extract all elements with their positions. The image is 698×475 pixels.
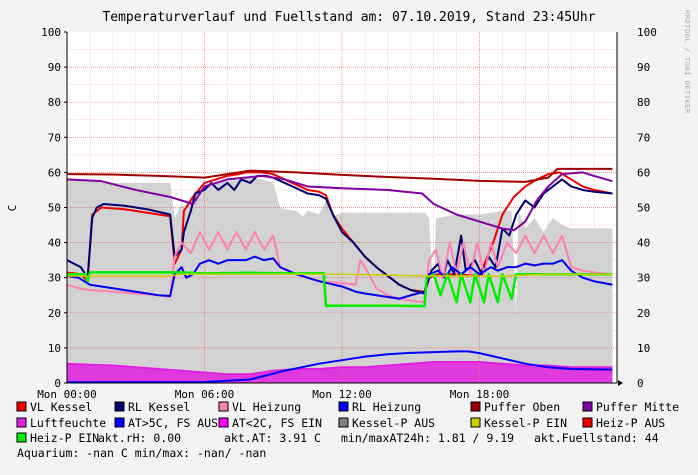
series-rl-kessel [66, 174, 613, 295]
legend-label-rl-kessel: RL Kessel [128, 400, 190, 414]
legend-swatch-heiz-p-ein [16, 432, 27, 443]
legend-label-rl-heizung: RL Heizung [352, 400, 421, 414]
status-outside-temp: akt.AT: 3.91 C [224, 431, 321, 445]
y-tick-label-right: 40 [637, 237, 650, 250]
legend-label-vl-kessel: VL Kessel [30, 400, 92, 414]
legend-swatch-vl-kessel [16, 401, 27, 412]
legend-swatch-kessel-p-aus [338, 417, 349, 428]
legend-swatch-rl-kessel [114, 401, 125, 412]
y-tick-label-right: 20 [637, 307, 650, 320]
y-tick-label-right: 50 [637, 202, 650, 215]
status-humidity: akt.rH: 0.00 [98, 431, 181, 445]
y-tick-label-left: 100 [41, 26, 61, 39]
y-tick-label-left: 30 [48, 272, 61, 285]
series-vl-heizung [66, 231, 613, 304]
legend-swatch-luftfeuchte [16, 417, 27, 428]
x-tick-label: Mon 12:00 [312, 388, 372, 401]
y-tick-label-right: 90 [637, 61, 650, 74]
y-tick-label-left: 0 [54, 377, 61, 390]
series-outside-temp [66, 350, 613, 384]
y-tick-label-left: 40 [48, 237, 61, 250]
legend-label-at-5c-fs-aus: AT>5C, FS AUS [128, 416, 218, 430]
y-axis-label: C [6, 205, 19, 212]
humidity-line [66, 360, 613, 376]
legend: VL Kessel RL Kessel VL Heizung RL Heizung Pu… [16, 400, 679, 445]
x-tick-label: Mon 00:00 [37, 388, 97, 401]
legend-label-luftfeuchte: Luftfeuchte [30, 416, 106, 430]
legend-label-at-2c-fs-ein: AT<2C, FS EIN [232, 416, 322, 430]
series-rl-heizung [66, 255, 613, 300]
legend-swatch-vl-heizung [218, 401, 229, 412]
legend-label-kessel-p-ein: Kessel-P EIN [484, 416, 567, 430]
y-tick-label-left: 60 [48, 166, 61, 179]
status-minmax-at: min/maxAT24h: 1.81 / 9.19 [341, 431, 514, 445]
legend-label-heiz-p-ein: Heiz-P EIN [30, 431, 99, 445]
legend-label-heiz-p-aus: Heiz-P AUS [596, 416, 665, 430]
y-tick-label-right: 60 [637, 166, 650, 179]
y-tick-label-left: 10 [48, 342, 61, 355]
series-puffer-oben [66, 167, 613, 183]
humidity-area [67, 361, 613, 383]
legend-swatch-heiz-p-aus [582, 417, 593, 428]
legend-swatch-at-5c-fs-aus [114, 417, 125, 428]
y-tick-label-right: 30 [637, 272, 650, 285]
chart-title: Temperaturverlauf und Fuellstand am: 07.… [102, 10, 595, 25]
y-tick-label-right: 100 [637, 26, 657, 39]
y-tick-label-left: 50 [48, 202, 61, 215]
x-tick-label: Mon 06:00 [175, 388, 235, 401]
x-tick-label: Mon 18:00 [450, 388, 510, 401]
legend-swatch-rl-heizung [338, 401, 349, 412]
legend-swatch-puffer-oben [470, 401, 481, 412]
series-heiz-p-ein [67, 271, 613, 308]
kessel-area-fill [67, 177, 613, 383]
x-axis-arrow [618, 380, 623, 386]
legend-swatch-puffer-mitte [582, 401, 593, 412]
y-tick-label-left: 90 [48, 61, 61, 74]
status-aquarium: Aquarium: -nan C min/max: -nan/ -nan [17, 446, 266, 460]
y-tick-label-left: 20 [48, 307, 61, 320]
plot-area: 0 0 10 10 20 20 30 30 40 40 50 50 60 60 70 70 80 80 90 90 10… [37, 26, 657, 401]
y-tick-label-right: 70 [637, 131, 650, 144]
y-tick-label-right: 0 [637, 377, 644, 390]
status-fill-level: akt.Fuellstand: 44 [534, 431, 659, 445]
y-tick-label-right: 10 [637, 342, 650, 355]
y-tick-label-left: 70 [48, 131, 61, 144]
series-kessel-p-ein [67, 273, 613, 277]
legend-swatch-kessel-p-ein [470, 417, 481, 428]
legend-label-puffer-oben: Puffer Oben [484, 400, 560, 414]
series-puffer-mitte [66, 171, 613, 232]
legend-label-puffer-mitte: Puffer Mitte [596, 400, 679, 414]
legend-swatch-at-2c-fs-ein [218, 417, 229, 428]
legend-label-kessel-p-aus: Kessel-P AUS [352, 416, 435, 430]
legend-label-vl-heizung: VL Heizung [232, 400, 301, 414]
rrdtool-watermark: RRDTOOL / TOBI OETIKER [683, 10, 691, 114]
y-tick-label-left: 80 [48, 96, 61, 109]
y-tick-label-right: 80 [637, 96, 650, 109]
